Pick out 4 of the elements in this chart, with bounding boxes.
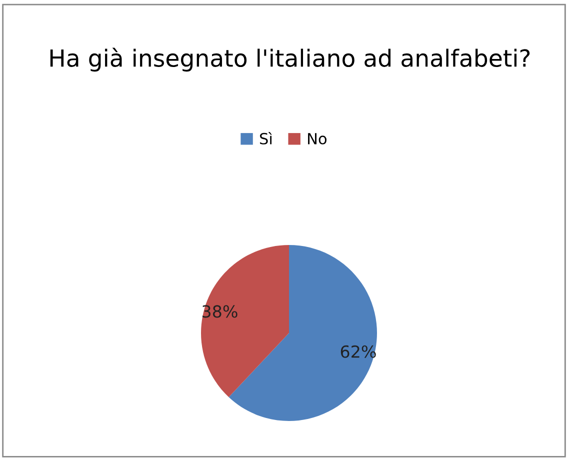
legend-label: No: [308, 133, 326, 144]
pie-slice: [201, 245, 289, 398]
chart-title: Ha già insegnato l'italiano ad analfabeti?: [50, 48, 530, 72]
legend-label: Sì: [260, 132, 272, 144]
